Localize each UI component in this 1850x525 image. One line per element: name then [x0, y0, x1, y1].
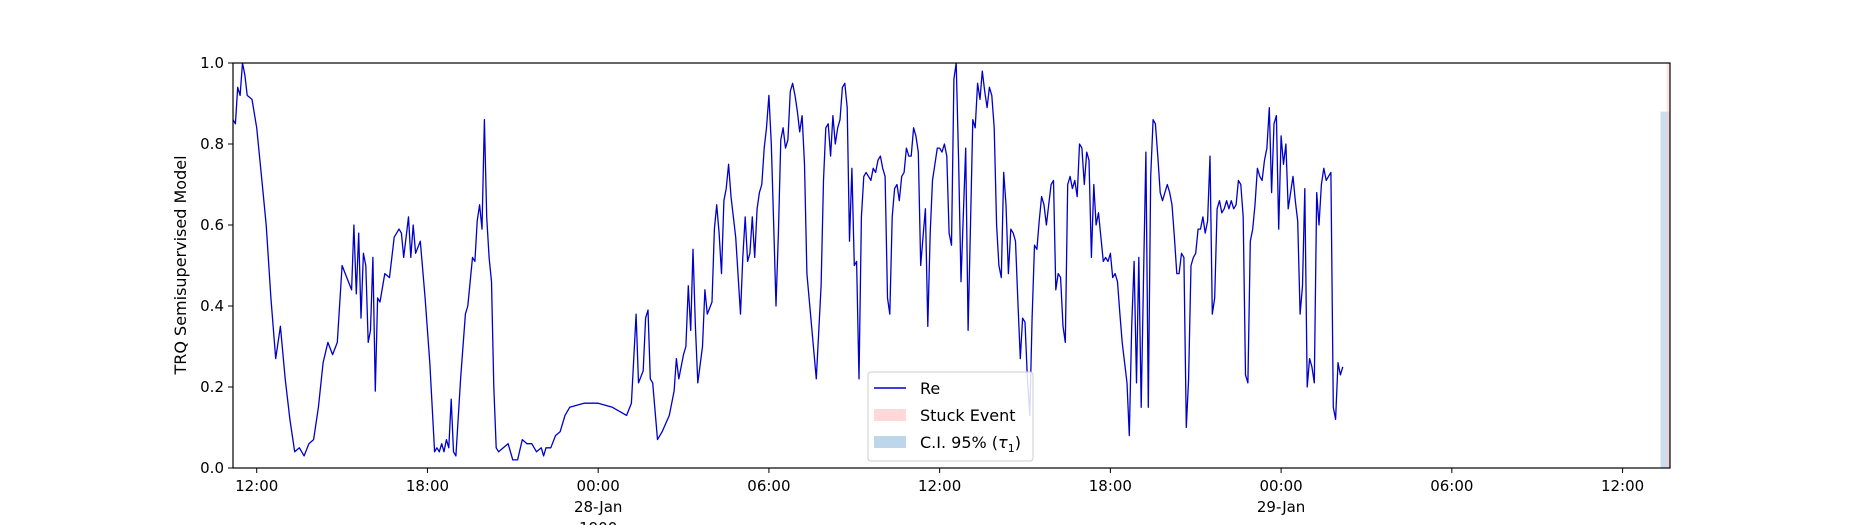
- legend-label: Stuck Event: [920, 406, 1016, 425]
- y-tick-label: 0.0: [200, 459, 224, 477]
- legend-box: [867, 371, 1034, 462]
- y-tick-label: 0.8: [200, 135, 224, 153]
- x-axis: 12:00 18:00 00:00 28-Jan 1900 06:00 12:00 18:00…: [235, 468, 1644, 525]
- x-tick-label: 12:00: [1601, 477, 1644, 495]
- x-tick-label: 06:00: [1430, 477, 1473, 495]
- series-layer: [232, 62, 1344, 461]
- x-tick-label: 12:00: [235, 477, 278, 495]
- x-tick-label: 00:00: [1259, 477, 1302, 495]
- x-tick-label: 00:00: [577, 477, 620, 495]
- y-tick-label: 1.0: [200, 54, 224, 72]
- x-tick-label: 1900: [579, 519, 617, 525]
- legend-swatch-patch: [874, 436, 906, 448]
- x-tick-label: 18:00: [1089, 477, 1132, 495]
- legend-swatch-patch: [874, 409, 906, 421]
- x-tick-label: 18:00: [406, 477, 449, 495]
- legend: Re Stuck Event C.I. 95% (τ1): [867, 371, 1034, 462]
- x-tick-label: 29-Jan: [1257, 498, 1305, 516]
- series-line-re: [232, 62, 1344, 461]
- legend-label: Re: [920, 379, 940, 398]
- y-tick-label: 0.6: [200, 216, 224, 234]
- x-tick-label: 06:00: [747, 477, 790, 495]
- legend-label: C.I. 95% (τ1): [920, 433, 1021, 455]
- y-tick-label: 0.4: [200, 297, 224, 315]
- x-tick-label: 28-Jan: [574, 498, 622, 516]
- y-tick-label: 0.2: [200, 378, 224, 396]
- bands-layer: [1660, 63, 1670, 468]
- axes-frame: [232, 62, 1671, 469]
- y-axis-title: TRQ Semisupervised Model: [171, 155, 190, 375]
- stuck-event-band: [1666, 63, 1670, 468]
- y-axis: 0.0 0.2 0.4 0.6 0.8 1.0: [200, 54, 233, 477]
- x-tick-label: 12:00: [918, 477, 961, 495]
- ci-band: [1660, 111, 1670, 468]
